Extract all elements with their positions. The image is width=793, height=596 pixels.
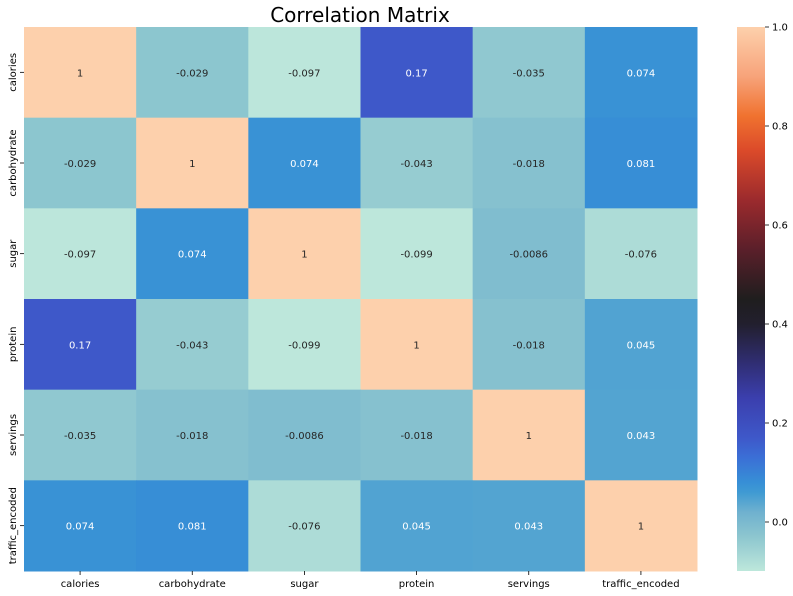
heatmap-cell-calories-servings — [472, 27, 586, 119]
cell-value-label: -0.043 — [176, 340, 208, 351]
heatmap-cell-sugar-calories — [24, 208, 137, 300]
cell-value-label: 0.17 — [405, 68, 427, 79]
heatmap-cell-calories-sugar — [248, 27, 361, 119]
x-tick-label-protein: protein — [399, 579, 435, 590]
x-tick-label-calories: calories — [61, 579, 100, 590]
heatmap-cell-sugar-carbohydrate — [136, 208, 249, 300]
heatmap-cell-servings-calories — [24, 389, 137, 481]
cell-value-label: 1 — [189, 159, 195, 170]
heatmap-cell-servings-traffic_encoded — [584, 389, 698, 481]
cell-value-label: 0.081 — [178, 522, 207, 533]
cell-value-label: -0.018 — [513, 159, 545, 170]
y-axis-ticks: calories carbohydrate sugar protein servings… — [8, 53, 24, 564]
colorbar-ticks: 0.0 0.2 0.4 0.6 0.8 1.0 — [765, 23, 788, 528]
heatmap-cell-traffic_encoded-traffic_encoded — [584, 480, 698, 572]
heatmap-cell-sugar-servings — [472, 208, 586, 300]
heatmap-cell-servings-sugar — [248, 389, 361, 481]
y-tick-label-servings: servings — [8, 414, 19, 456]
heatmap-cell-protein-servings — [472, 299, 586, 391]
heatmap-cell-traffic_encoded-servings — [472, 480, 586, 572]
cell-value-label: -0.076 — [625, 250, 657, 261]
cell-value-label: -0.029 — [176, 68, 208, 79]
cell-value-label: 1 — [526, 431, 532, 442]
cell-value-label: -0.0086 — [509, 250, 548, 261]
colorbar-tick-label: 0.4 — [772, 319, 788, 330]
heatmap-cell-carbohydrate-carbohydrate — [136, 117, 249, 209]
chart-title: Correlation Matrix — [270, 3, 450, 27]
cell-value-label: -0.018 — [400, 431, 432, 442]
heatmap-cell-servings-protein — [360, 389, 474, 481]
heatmap-cell-servings-servings — [472, 389, 586, 481]
heatmap-cell-traffic_encoded-carbohydrate — [136, 480, 249, 572]
cell-value-label: -0.097 — [288, 68, 320, 79]
heatmap-cell-sugar-sugar — [248, 208, 361, 300]
heatmap-cell-protein-carbohydrate — [136, 299, 249, 391]
colorbar-gradient — [737, 27, 765, 571]
heatmap-cell-traffic_encoded-sugar — [248, 480, 361, 572]
heatmap-cell-calories-calories — [24, 27, 137, 119]
heatmap-cell-calories-traffic_encoded — [584, 27, 698, 119]
y-tick-label-protein: protein — [8, 327, 19, 363]
heatmap-cell-calories-protein — [360, 27, 474, 119]
cell-value-label: 0.074 — [290, 159, 319, 170]
cell-value-label: -0.0086 — [285, 431, 324, 442]
y-tick-label-carbohydrate: carbohydrate — [8, 129, 19, 196]
cell-value-label: 0.074 — [627, 68, 656, 79]
heatmap-cell-sugar-protein — [360, 208, 474, 300]
cell-value-label: -0.099 — [288, 340, 320, 351]
colorbar-tick-label: 0.6 — [772, 220, 788, 231]
cell-value-label: -0.035 — [64, 431, 96, 442]
y-tick-label-sugar: sugar — [8, 239, 19, 268]
colorbar-tick-label: 0.2 — [772, 418, 788, 429]
cell-value-label: 0.081 — [627, 159, 656, 170]
x-tick-label-carbohydrate: carbohydrate — [159, 579, 226, 590]
heatmap-cell-calories-carbohydrate — [136, 27, 249, 119]
x-tick-label-traffic_encoded: traffic_encoded — [602, 579, 679, 590]
heatmap-cell-protein-traffic_encoded — [584, 299, 698, 391]
x-tick-label-sugar: sugar — [290, 579, 319, 590]
cell-value-label: -0.043 — [400, 159, 432, 170]
heatmap-cell-traffic_encoded-calories — [24, 480, 137, 572]
heatmap-cell-sugar-traffic_encoded — [584, 208, 698, 300]
cell-value-label: -0.076 — [288, 522, 320, 533]
heatmap-cell-carbohydrate-traffic_encoded — [584, 117, 698, 209]
cell-value-label: 0.043 — [627, 431, 656, 442]
cell-value-label: 0.045 — [402, 522, 431, 533]
heatmap-cell-carbohydrate-calories — [24, 117, 137, 209]
heatmap-cell-traffic_encoded-protein — [360, 480, 474, 572]
colorbar: 0.0 0.2 0.4 0.6 0.8 1.0 — [737, 23, 788, 571]
heatmap-cell-carbohydrate-sugar — [248, 117, 361, 209]
heatmap-cell-carbohydrate-protein — [360, 117, 474, 209]
heatmap-cell-protein-sugar — [248, 299, 361, 391]
cell-value-label: -0.097 — [64, 250, 96, 261]
cell-value-label: -0.029 — [64, 159, 96, 170]
colorbar-tick-label: 1.0 — [772, 23, 788, 34]
cell-value-label: 0.043 — [514, 522, 543, 533]
colorbar-tick-label: 0.0 — [772, 517, 788, 528]
y-tick-label-traffic_encoded: traffic_encoded — [8, 487, 19, 564]
cell-value-label: 1 — [301, 250, 307, 261]
y-tick-label-calories: calories — [8, 53, 19, 92]
x-axis-ticks: calories carbohydrate sugar protein servings… — [61, 571, 680, 590]
colorbar-tick-label: 0.8 — [772, 121, 788, 132]
cell-value-label: 1 — [413, 340, 419, 351]
cell-value-label: 0.074 — [178, 250, 207, 261]
heatmap-cell-carbohydrate-servings — [472, 117, 586, 209]
cell-value-label: 1 — [77, 68, 83, 79]
heatmap-cell-servings-carbohydrate — [136, 389, 249, 481]
heatmap-cell-protein-calories — [24, 299, 137, 391]
x-tick-label-servings: servings — [508, 579, 550, 590]
cell-value-label: -0.018 — [513, 340, 545, 351]
cell-value-label: -0.018 — [176, 431, 208, 442]
cell-value-label: 0.17 — [69, 340, 91, 351]
cell-value-label: 0.074 — [66, 522, 95, 533]
cell-value-label: -0.099 — [400, 250, 432, 261]
heatmap-cells: 1 -0.029 -0.097 0.17 -0.035 0.074 -0.029 1 0.074… — [24, 27, 698, 572]
heatmap-cell-protein-protein — [360, 299, 474, 391]
cell-value-label: 0.045 — [627, 340, 656, 351]
cell-value-label: -0.035 — [513, 68, 545, 79]
cell-value-label: 1 — [638, 522, 644, 533]
